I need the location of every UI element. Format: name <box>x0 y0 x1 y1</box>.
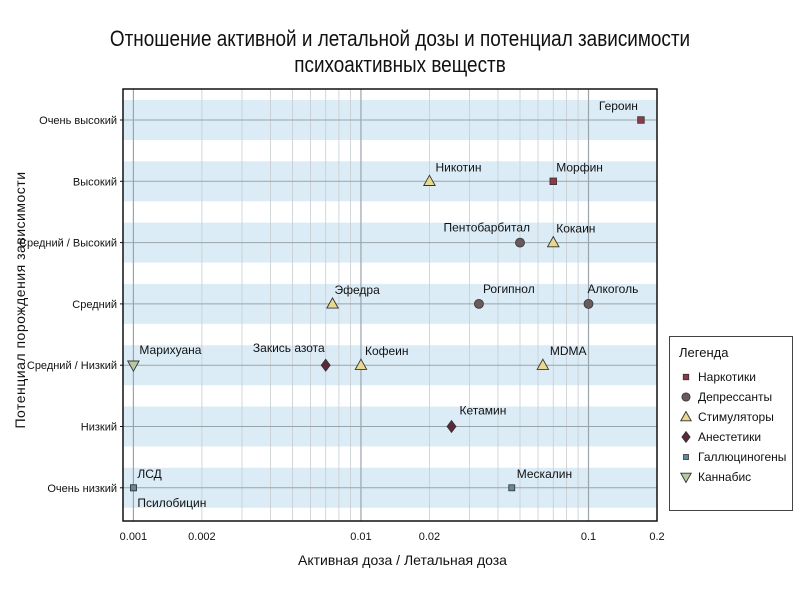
y-tick-label: Очень высокий <box>39 115 117 127</box>
plot-frame <box>122 88 658 522</box>
data-label: Закись азота <box>253 341 325 355</box>
data-label: MDMA <box>550 344 587 358</box>
x-tick-label: 0.2 <box>649 531 664 543</box>
legend: Легенда Наркотики Депрессанты Стимуляторы А… <box>669 336 793 511</box>
y-tick-label: Средний <box>72 299 117 311</box>
y-tick-label: Средний / Низкий <box>27 360 117 372</box>
x-tick-label: 0.01 <box>350 531 371 543</box>
x-tick-label: 0.1 <box>581 531 596 543</box>
legend-marker-icon <box>682 373 690 381</box>
x-tick-label: 0.02 <box>419 531 440 543</box>
legend-marker-icon <box>680 410 692 422</box>
data-label: Никотин <box>435 160 481 174</box>
y-tick-label: Низкий <box>81 422 117 434</box>
legend-marker-icon <box>683 454 689 460</box>
legend-marker-icon <box>681 430 691 444</box>
data-point <box>320 358 331 372</box>
data-label: Псилобицин <box>137 496 206 510</box>
data-point <box>508 484 516 492</box>
data-point <box>536 358 550 370</box>
y-tick-label: Средний / Высокий <box>19 238 117 250</box>
legend-label: Каннабис <box>698 470 752 484</box>
data-label: Морфин <box>556 160 603 174</box>
legend-item: Депрессанты <box>679 387 783 407</box>
legend-label: Депрессанты <box>698 390 773 404</box>
data-label: Алкоголь <box>588 282 639 296</box>
data-point <box>422 174 436 186</box>
data-label: Кокаин <box>556 222 595 236</box>
legend-label: Наркотики <box>698 370 756 384</box>
legend-marker-icon <box>681 392 691 402</box>
legend-item: Каннабис <box>679 467 783 487</box>
x-tick-label: 0.001 <box>120 531 148 543</box>
data-point <box>546 235 560 248</box>
x-axis-label: Активная доза / Летальная доза <box>298 552 507 568</box>
data-point <box>130 484 137 492</box>
legend-item: Наркотики <box>679 367 783 387</box>
chart-title: Отношение активной и летальной дозы и по… <box>109 26 691 77</box>
data-point <box>637 116 645 124</box>
data-label: Кофеин <box>365 344 409 358</box>
y-tick-label: Высокий <box>73 176 117 188</box>
legend-label: Стимуляторы <box>698 410 774 424</box>
data-label: Марихуана <box>139 343 201 357</box>
data-point <box>549 177 557 185</box>
legend-label: Галлюциногены <box>698 450 787 464</box>
data-label: Кетамин <box>460 404 507 418</box>
data-label: Мескалин <box>517 467 572 481</box>
data-label: Рогипнол <box>483 282 535 296</box>
data-label: ЛСД <box>137 467 161 481</box>
x-tick-label: 0.002 <box>188 531 216 543</box>
legend-marker-icon <box>680 472 692 484</box>
data-point <box>354 358 368 370</box>
data-point <box>515 237 525 248</box>
data-label: Эфедра <box>335 283 381 297</box>
legend-item: Стимуляторы <box>679 407 783 427</box>
data-label: Пентобарбитал <box>443 221 530 235</box>
data-point <box>446 419 457 434</box>
data-point <box>126 360 140 373</box>
legend-item: Анестетики <box>679 427 783 447</box>
legend-label: Анестетики <box>698 430 762 444</box>
legend-title: Легенда <box>679 345 729 360</box>
data-label: Героин <box>599 99 638 113</box>
legend-item: Галлюциногены <box>679 447 787 467</box>
y-tick-label: Очень низкий <box>47 483 117 495</box>
data-point <box>326 296 339 309</box>
data-point <box>474 298 484 309</box>
data-point <box>583 298 594 309</box>
